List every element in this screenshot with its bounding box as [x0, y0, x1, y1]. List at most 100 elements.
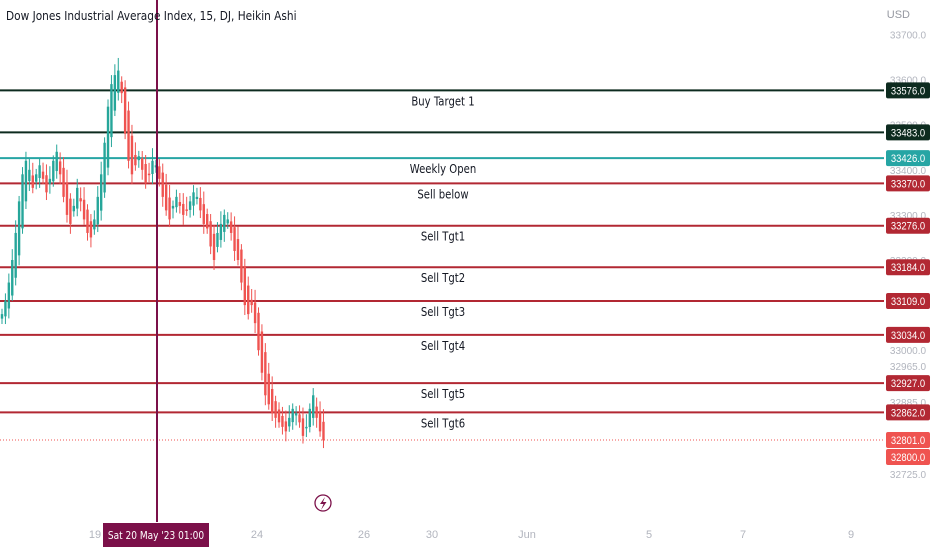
candle-body	[62, 167, 65, 197]
last-price-text: 32800.0	[891, 452, 925, 464]
candle-body	[106, 106, 110, 168]
candle-body	[185, 209, 188, 211]
currency-label[interactable]: USD	[886, 9, 910, 21]
candle-body	[178, 202, 182, 206]
candle-body	[79, 198, 82, 202]
candle-body	[24, 160, 28, 202]
candle-body	[308, 408, 311, 427]
candle-body	[120, 81, 123, 94]
candle-body	[144, 164, 147, 184]
candle-body	[17, 201, 21, 256]
candle-body	[158, 166, 161, 179]
candle-body	[113, 75, 117, 111]
candle-body	[168, 197, 171, 220]
candle-body	[123, 87, 127, 134]
candle-body	[0, 314, 4, 319]
level-label: Sell Tgt4	[421, 339, 465, 353]
candle-body	[55, 151, 58, 172]
candle-body	[69, 198, 72, 224]
candle-body	[274, 401, 277, 418]
price-tick-label: 33300.0	[890, 211, 927, 222]
candle-body	[11, 260, 14, 296]
time-tick-label: 9	[848, 529, 854, 541]
candle-body	[35, 174, 38, 182]
candle-body	[58, 161, 62, 175]
level-price-badge[interactable]	[886, 175, 930, 192]
price-tick-label: 32965.0	[890, 362, 927, 373]
candle-body	[161, 172, 164, 197]
candle-body	[202, 204, 205, 224]
candle-body	[7, 282, 11, 309]
level-price-badge[interactable]	[886, 293, 930, 310]
candle-body	[45, 175, 48, 193]
candle-body	[65, 182, 69, 215]
candle-body	[284, 421, 288, 432]
candle-body	[171, 205, 175, 209]
candle-body	[250, 299, 253, 306]
level-price-badge[interactable]	[886, 404, 930, 421]
candle-body	[192, 192, 195, 206]
level-label: Weekly Open	[410, 162, 477, 176]
candle-body	[52, 160, 55, 182]
candle-body	[223, 214, 226, 232]
candle-body	[219, 223, 223, 240]
last-price-badge[interactable]	[886, 431, 930, 448]
level-price-badge[interactable]	[886, 326, 930, 343]
candle-body	[89, 221, 93, 238]
candle-body	[315, 406, 318, 418]
candle-body	[99, 174, 103, 211]
level-price-text: 32862.0	[891, 408, 925, 420]
candle-body	[301, 418, 305, 436]
candle-body	[72, 205, 76, 212]
candle-body	[188, 201, 192, 210]
time-tick-label: 26	[358, 529, 370, 541]
chart-title: Dow Jones Industrial Average Index, 15, …	[6, 9, 297, 23]
last-price-text: 32801.0	[891, 435, 925, 447]
candle-body	[257, 312, 260, 351]
candle-body	[147, 173, 151, 176]
level-label: Sell below	[417, 188, 468, 202]
candle-body	[195, 196, 199, 199]
candle-body	[31, 175, 34, 188]
candle-body	[110, 84, 113, 138]
candle-body	[182, 203, 185, 215]
crosshair-time-badge	[103, 523, 209, 547]
level-price-badge[interactable]	[886, 150, 930, 167]
candle-body	[21, 174, 24, 229]
level-price-badge[interactable]	[886, 259, 930, 276]
candle-body	[240, 249, 243, 283]
level-label: Sell Tgt3	[421, 305, 465, 319]
level-price-text: 33426.0	[891, 154, 925, 166]
candle-body	[298, 414, 301, 423]
candle-body	[76, 187, 79, 209]
time-tick-label: 30	[426, 529, 438, 541]
lightning-icon[interactable]	[314, 494, 332, 512]
candle-body	[14, 232, 17, 278]
candle-body	[117, 70, 120, 93]
candle-body	[318, 412, 322, 432]
candle-body	[137, 156, 140, 161]
last-price-badge[interactable]	[886, 448, 930, 465]
time-axis[interactable]: 19 24 26 30 Jun 5 7 9 Sat 20 May '23 01:00	[89, 523, 854, 547]
candle-body	[41, 171, 45, 179]
level-price-text: 33184.0	[891, 263, 925, 275]
level-price-badge[interactable]	[886, 124, 930, 141]
candle-body	[243, 266, 247, 306]
candle-body	[247, 285, 250, 315]
price-tick-label: 33000.0	[890, 346, 927, 357]
time-tick-label: Jun	[518, 529, 536, 541]
candle-body	[212, 233, 216, 260]
level-price-text: 32927.0	[891, 379, 925, 391]
candle-body	[270, 389, 274, 414]
candle-body	[199, 197, 202, 211]
level-price-badge[interactable]	[886, 217, 930, 234]
level-price-text: 33034.0	[891, 330, 925, 342]
candle-body	[229, 221, 233, 233]
level-price-badge[interactable]	[886, 82, 930, 99]
candle-body	[277, 409, 281, 423]
candle-body	[291, 408, 294, 423]
price-axis[interactable]: 33700.033600.033500.033400.033300.033200…	[886, 31, 930, 482]
level-price-badge[interactable]	[886, 375, 930, 392]
levels-layer	[0, 89, 884, 414]
